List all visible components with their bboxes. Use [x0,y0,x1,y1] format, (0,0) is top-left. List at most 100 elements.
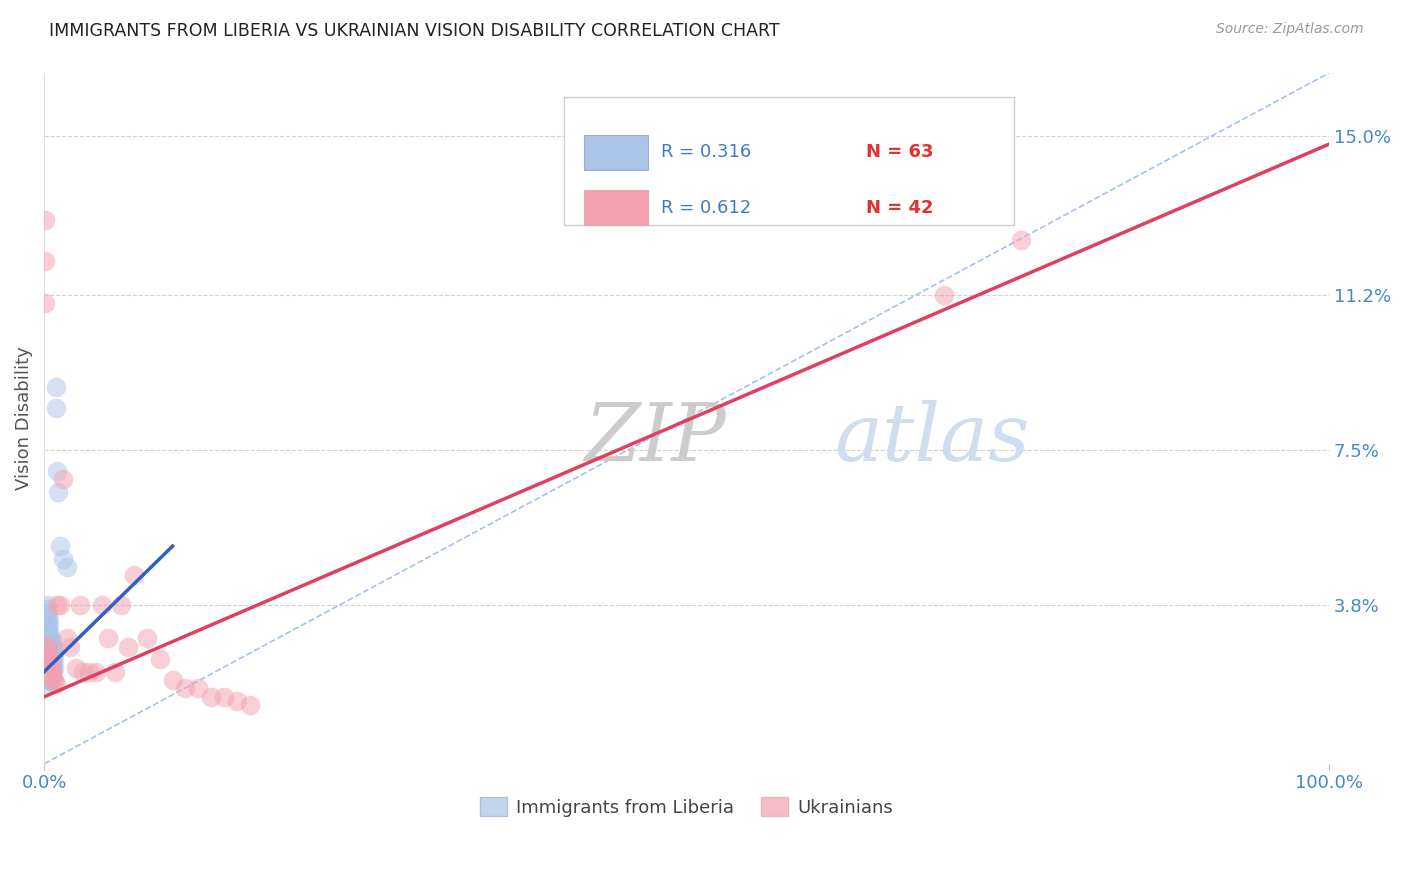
FancyBboxPatch shape [583,190,648,225]
Point [104,665,127,679]
Point [90,598,112,612]
Point [38,640,60,654]
Point [37,644,59,658]
Point [37,652,59,666]
Point [37,669,59,683]
Point [239,698,262,713]
Text: N = 63: N = 63 [866,144,934,161]
Point [35,631,58,645]
FancyBboxPatch shape [564,97,1014,225]
Point [39,665,62,679]
Point [35,606,58,620]
Point [42,673,65,687]
Point [41,644,63,658]
Point [41,635,63,649]
Point [37,677,59,691]
Point [38,648,60,662]
Point [52,551,75,566]
Point [38,673,60,687]
Point [45,380,67,394]
Point [37,610,59,624]
Point [34,640,56,654]
Point [34,652,56,666]
Legend: Immigrants from Liberia, Ukrainians: Immigrants from Liberia, Ukrainians [472,790,900,824]
Point [35,657,58,671]
Point [44,652,66,666]
Point [225,694,247,708]
Point [34,635,56,649]
Point [35,640,58,654]
Point [38,657,60,671]
Point [34,657,56,671]
Point [56,631,79,645]
Point [35,640,58,654]
Text: Source: ZipAtlas.com: Source: ZipAtlas.com [1216,22,1364,37]
Point [37,602,59,616]
Point [37,640,59,654]
Point [39,657,62,671]
Point [42,640,65,654]
Point [117,640,139,654]
Point [34,644,56,658]
Point [212,690,235,704]
Point [37,618,59,632]
Point [35,615,58,629]
Point [77,665,100,679]
Point [39,648,62,662]
Text: R = 0.316: R = 0.316 [661,144,751,161]
Point [34,660,56,674]
Point [39,665,62,679]
Point [46,484,69,499]
Point [45,677,67,691]
Point [187,681,209,696]
Point [38,623,60,637]
Point [34,631,56,645]
Point [44,644,66,658]
Point [35,623,58,637]
Point [34,212,56,227]
Point [35,665,58,679]
Point [200,690,222,704]
Point [1010,234,1032,248]
Point [37,635,59,649]
Point [38,631,60,645]
Point [84,665,107,679]
Point [174,681,197,696]
Point [162,673,184,687]
Point [38,657,60,671]
Point [42,648,65,662]
Text: N = 42: N = 42 [866,199,934,217]
Point [42,657,65,671]
Point [35,648,58,662]
Point [149,652,172,666]
FancyBboxPatch shape [583,136,648,169]
Point [38,665,60,679]
Point [39,640,62,654]
Text: R = 0.612: R = 0.612 [661,199,751,217]
Point [37,660,59,674]
Point [122,568,145,582]
Point [97,631,120,645]
Point [42,665,65,679]
Point [34,669,56,683]
Point [39,657,62,671]
Text: ZIP: ZIP [583,401,725,478]
Point [48,598,70,612]
Point [35,673,58,687]
Point [46,464,69,478]
Point [39,673,62,687]
Point [38,615,60,629]
Text: atlas: atlas [834,401,1029,478]
Text: IMMIGRANTS FROM LIBERIA VS UKRAINIAN VISION DISABILITY CORRELATION CHART: IMMIGRANTS FROM LIBERIA VS UKRAINIAN VIS… [49,22,780,40]
Point [38,648,60,662]
Point [72,665,94,679]
Point [65,660,87,674]
Point [48,539,70,553]
Point [34,254,56,268]
Point [45,401,67,415]
Point [35,598,58,612]
Y-axis label: Vision Disability: Vision Disability [15,346,32,491]
Point [44,673,66,687]
Point [135,631,157,645]
Point [35,652,58,666]
